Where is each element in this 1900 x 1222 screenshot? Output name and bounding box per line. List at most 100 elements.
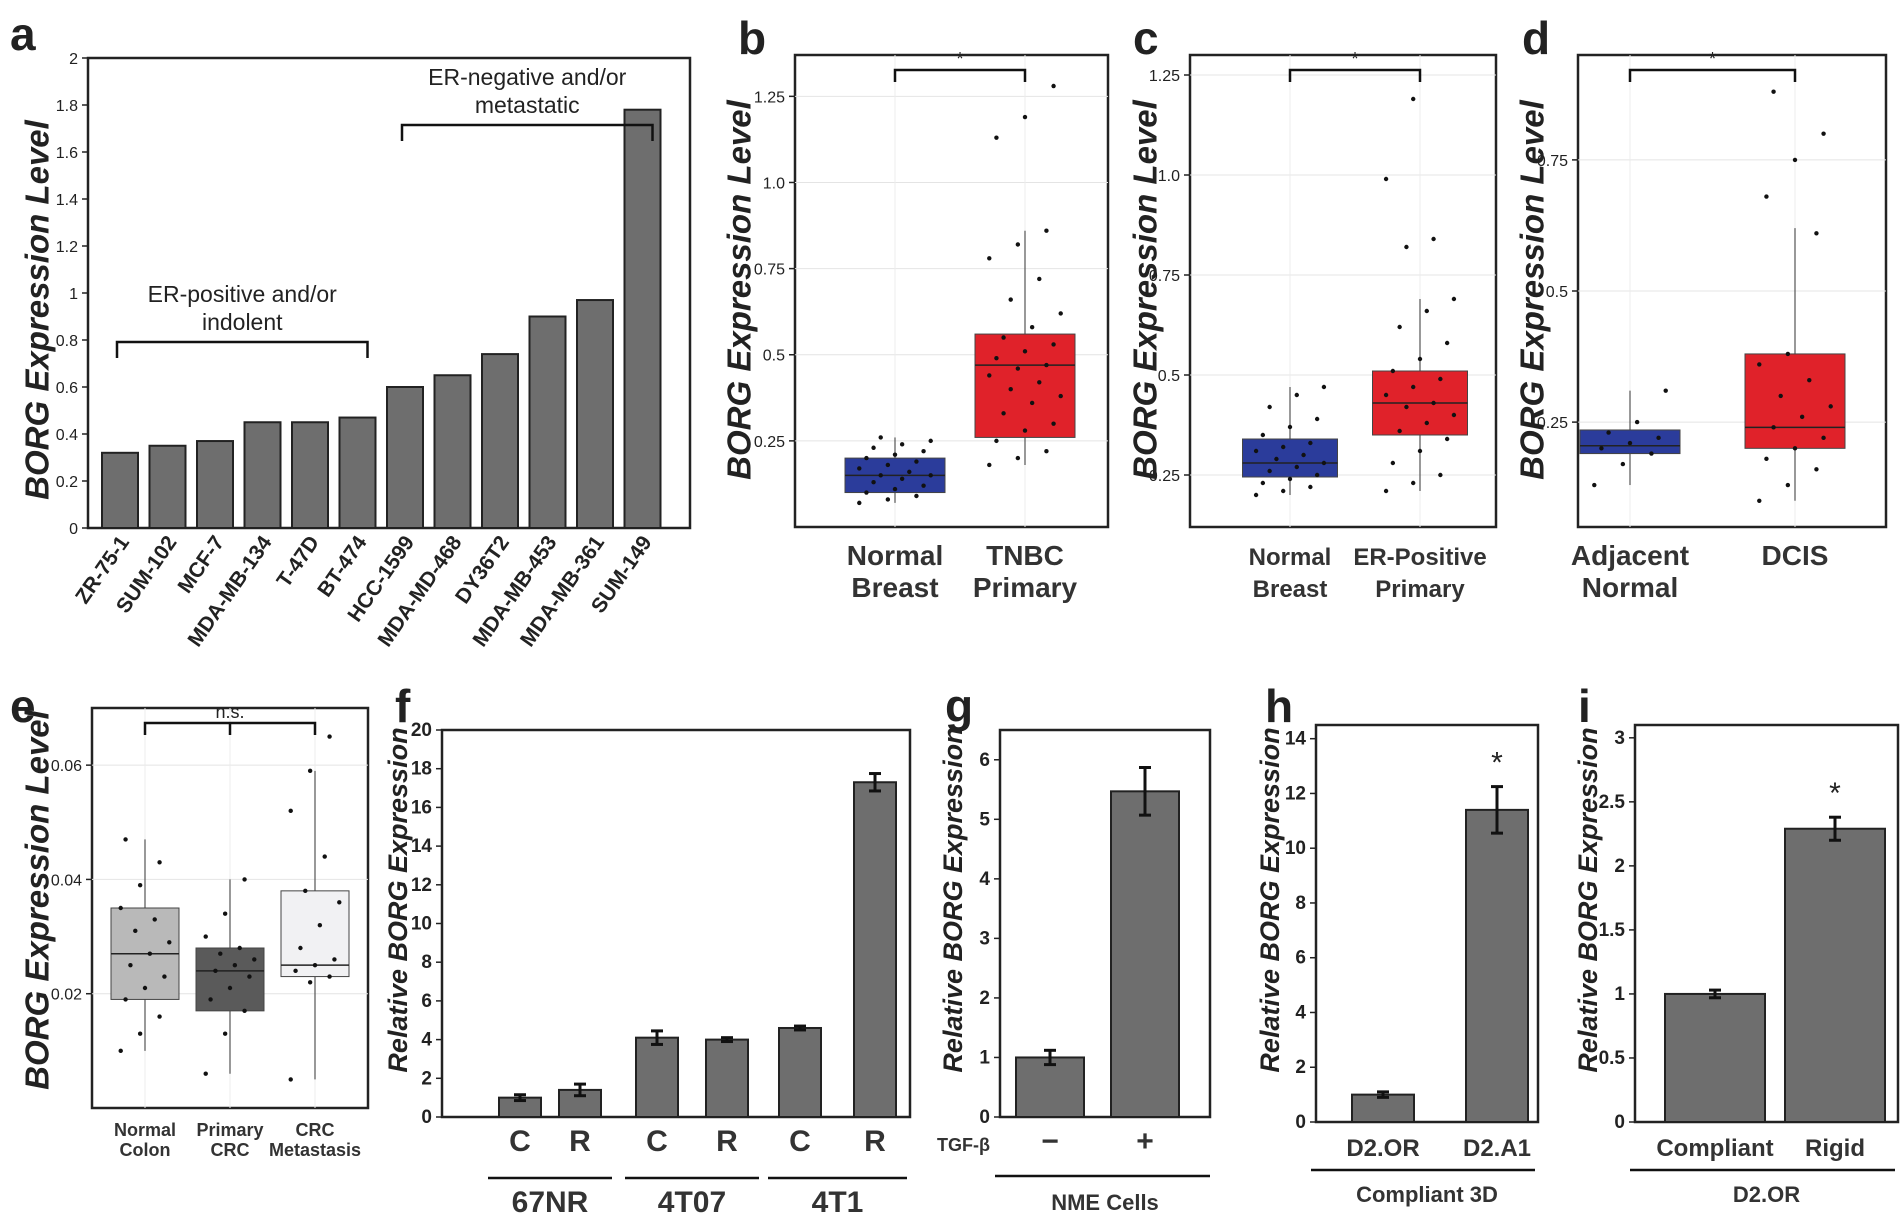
y-tick-label: 1.4 (56, 192, 78, 209)
box (1744, 353, 1846, 449)
category-label: CRC (211, 1140, 250, 1160)
y-axis-label: BORG Expression Level (1514, 99, 1551, 479)
y-tick-label: 0.5 (1599, 1048, 1626, 1069)
data-point (1383, 392, 1389, 398)
y-tick-label: 2 (1295, 1057, 1306, 1078)
category-label: + (1136, 1125, 1154, 1158)
data-point (327, 974, 332, 979)
data-point (288, 808, 293, 814)
bar (705, 1038, 749, 1118)
y-tick-label: 2.5 (1599, 792, 1626, 813)
bar (528, 315, 567, 529)
data-point (242, 1008, 247, 1014)
plot-frame (1188, 53, 1498, 529)
significance-label: * (1709, 49, 1716, 69)
bar (243, 421, 282, 529)
data-point (222, 1031, 228, 1036)
data-point (1287, 476, 1293, 482)
category-label: Primary (973, 572, 1078, 603)
y-tick-label: 0.5 (1546, 284, 1568, 301)
y-tick-label: 0.02 (51, 987, 82, 1004)
data-point (1008, 297, 1013, 302)
data-point (994, 355, 999, 361)
data-point (1294, 464, 1299, 470)
data-point (1260, 432, 1266, 438)
bar (778, 1026, 822, 1118)
bar (1351, 1093, 1415, 1124)
data-point (137, 882, 143, 888)
data-point (1828, 404, 1833, 409)
data-point (1294, 392, 1299, 398)
y-tick-label: 5 (979, 809, 990, 830)
data-point (1008, 386, 1013, 392)
data-point (237, 945, 242, 951)
data-point (1404, 404, 1409, 410)
data-point (1287, 424, 1293, 430)
data-point (1390, 460, 1396, 466)
y-tick-label: 0.75 (754, 262, 785, 279)
y-tick-label: 6 (979, 750, 990, 771)
data-point (303, 888, 308, 894)
data-point (157, 860, 162, 865)
data-point (892, 452, 898, 457)
data-point (118, 905, 123, 911)
y-tick-label: 0.5 (1158, 368, 1180, 385)
data-point (1663, 388, 1668, 393)
y-tick-label: 0.04 (51, 872, 82, 889)
data-point (1431, 236, 1436, 242)
y-tick-label: 0 (69, 521, 78, 538)
y-tick-label: 0.8 (56, 333, 78, 350)
category-label: Breast (1253, 576, 1328, 603)
data-point (1029, 400, 1035, 406)
data-point (1424, 308, 1429, 314)
data-point (1001, 335, 1006, 340)
data-point (1314, 416, 1320, 422)
data-point (1424, 420, 1429, 426)
y-axis-label: Relative BORG Expression (938, 727, 968, 1072)
y-tick-label: 1.25 (754, 89, 785, 106)
bar (386, 386, 424, 529)
y-tick-label: 12 (1285, 783, 1306, 804)
data-point (987, 373, 992, 378)
y-tick-label: 1 (69, 286, 78, 303)
data-point (222, 911, 228, 916)
y-tick-label: 4 (979, 869, 990, 890)
data-point (1417, 448, 1423, 454)
data-point (1383, 488, 1389, 494)
y-tick-label: 6 (421, 991, 432, 1012)
data-point (857, 500, 862, 506)
y-tick-label: 1 (979, 1047, 990, 1068)
group-bracket (400, 123, 654, 141)
data-point (242, 877, 247, 882)
data-point (213, 968, 218, 974)
data-point (864, 455, 869, 461)
data-point (864, 490, 869, 495)
data-point (1757, 362, 1762, 367)
data-point (994, 135, 999, 140)
data-point (137, 1031, 143, 1036)
category-label: Primary (196, 1120, 263, 1140)
data-point (1404, 244, 1409, 250)
y-axis-label: Relative BORG Expression (1255, 727, 1285, 1072)
data-point (1308, 440, 1313, 446)
plot-frame (998, 728, 1212, 1119)
data-point (322, 854, 327, 859)
panel-f-label: f (395, 680, 411, 732)
group-annotation: indolent (202, 309, 283, 335)
panel-h-label: h (1265, 680, 1293, 732)
data-point (152, 917, 157, 922)
data-point (317, 922, 323, 928)
y-axis-label: BORG Expression Level (721, 99, 758, 479)
y-tick-label: 0 (979, 1107, 990, 1128)
data-point (1599, 446, 1604, 451)
data-point (1015, 366, 1021, 371)
y-tick-label: 16 (411, 797, 432, 818)
data-point (1015, 242, 1021, 247)
data-point (1778, 393, 1783, 399)
significance-label: * (1829, 777, 1841, 810)
group-label: Compliant 3D (1356, 1182, 1498, 1207)
